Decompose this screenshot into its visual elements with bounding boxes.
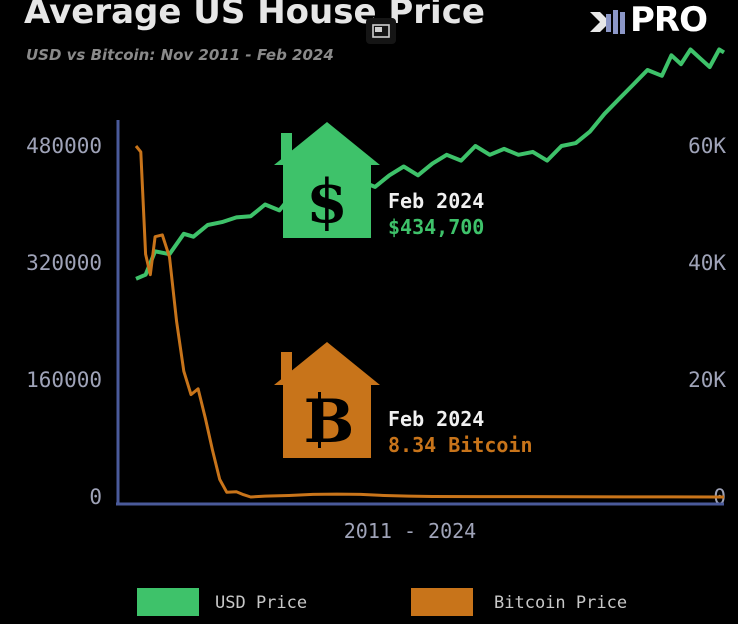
left-tick-label: 480000 [26, 134, 102, 158]
right-tick-label: 20K [688, 368, 726, 392]
dollar-glyph: $ [306, 167, 348, 237]
legend: USD Price Bitcoin Price [137, 588, 627, 616]
brand-logo-icon [590, 10, 625, 34]
legend-label-usd: USD Price [215, 593, 307, 613]
brand-text: PRO [630, 0, 708, 40]
left-tick-label: 160000 [26, 368, 102, 392]
brand-logo [588, 2, 728, 42]
bitcoin-glyph: B [304, 387, 355, 457]
bitcoin-house-icon: B [274, 342, 380, 458]
usd-annotation-value: $434,700 [388, 215, 484, 239]
left-tick-label: 320000 [26, 251, 102, 275]
usd-annotation-date: Feb 2024 [388, 189, 484, 213]
picture-in-picture-icon[interactable] [366, 18, 396, 44]
series-line-usd [135, 47, 726, 281]
legend-swatch-usd [137, 588, 199, 616]
left-tick-label: 0 [89, 485, 102, 509]
series-line-bitcoin [134, 145, 724, 499]
right-tick-label: 40K [688, 251, 726, 275]
left-axis-ticks: 0 160000 320000 480000 [26, 134, 102, 509]
x-axis-label: 2011 - 2024 [344, 519, 476, 543]
legend-swatch-bitcoin [411, 588, 473, 616]
btc-annotation-date: Feb 2024 [388, 407, 484, 431]
chart-subtitle: USD vs Bitcoin: Nov 2011 - Feb 2024 [26, 46, 334, 64]
chart-title: Average US House Price [24, 0, 485, 32]
btc-annotation-value: 8.34 Bitcoin [388, 433, 533, 457]
legend-label-bitcoin: Bitcoin Price [494, 593, 627, 613]
right-tick-label: 60K [688, 134, 726, 158]
dollar-house-icon: $ [274, 122, 380, 238]
